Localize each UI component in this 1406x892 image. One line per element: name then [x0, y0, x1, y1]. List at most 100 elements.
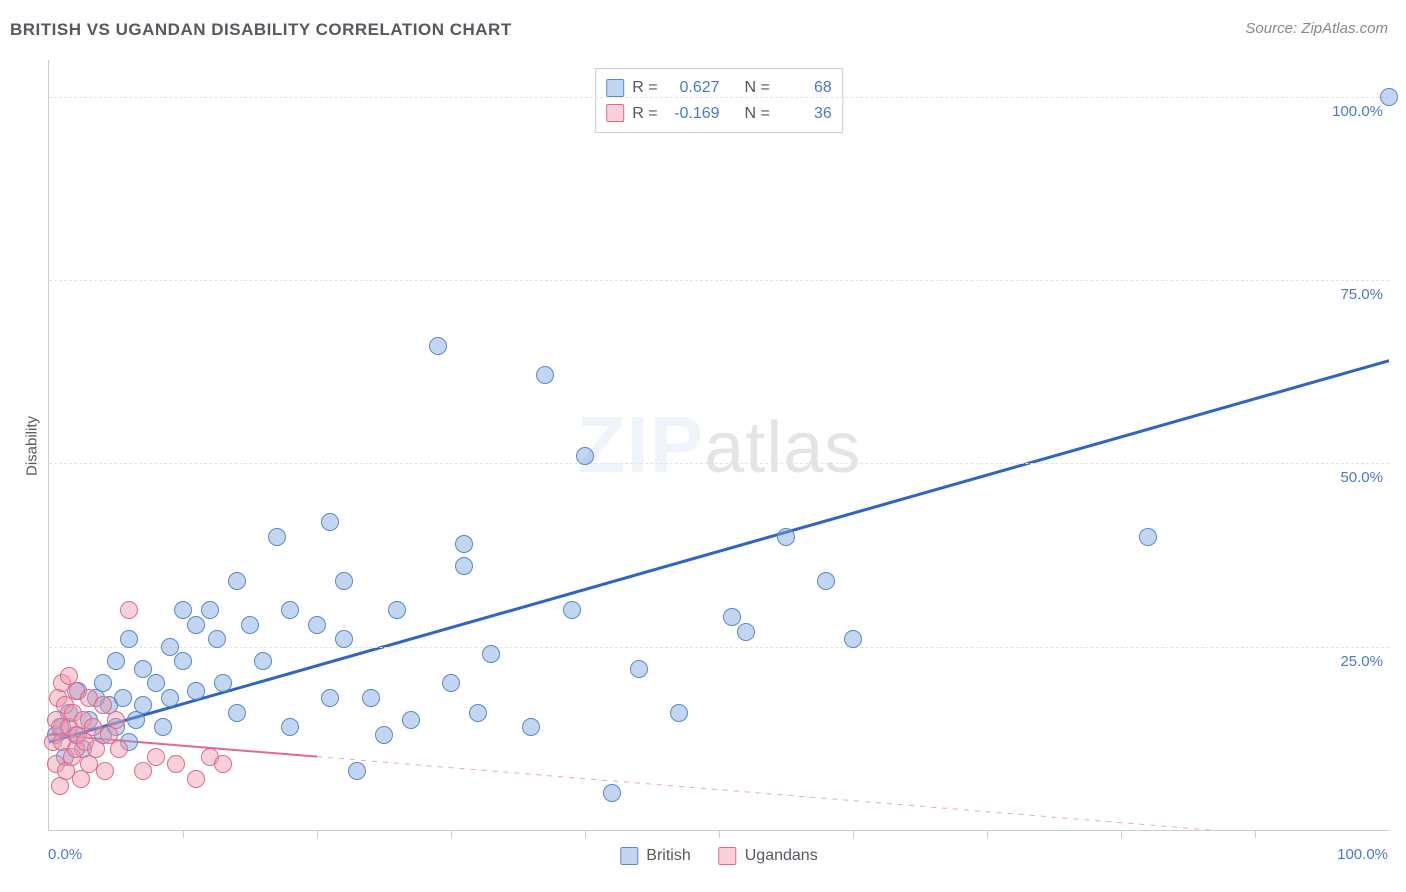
data-point: [174, 652, 192, 670]
n-label: N =: [744, 101, 769, 127]
data-point: [134, 696, 152, 714]
data-point: [201, 601, 219, 619]
data-point: [335, 572, 353, 590]
data-point: [268, 528, 286, 546]
source-link[interactable]: ZipAtlas.com: [1301, 20, 1388, 37]
data-point: [388, 601, 406, 619]
data-point: [107, 652, 125, 670]
chart-title: BRITISH VS UGANDAN DISABILITY CORRELATIO…: [10, 20, 512, 40]
y-tick-label: 75.0%: [1340, 286, 1383, 303]
data-point: [348, 762, 366, 780]
data-point: [214, 674, 232, 692]
data-point: [114, 689, 132, 707]
data-point: [362, 689, 380, 707]
data-point: [120, 601, 138, 619]
data-point: [563, 601, 581, 619]
source-credit: Source: ZipAtlas.com: [1245, 20, 1388, 37]
data-point: [87, 740, 105, 758]
gridline: [49, 463, 1389, 464]
data-point: [536, 366, 554, 384]
y-tick-label: 25.0%: [1340, 653, 1383, 670]
swatch-pink-icon: [719, 847, 737, 865]
stats-row-ugandans: R = -0.169 N = 36: [606, 101, 832, 127]
legend-label: Ugandans: [745, 847, 818, 865]
data-point: [174, 601, 192, 619]
data-point: [187, 682, 205, 700]
data-point: [817, 572, 835, 590]
r-label: R =: [632, 101, 657, 127]
data-point: [154, 718, 172, 736]
data-point: [147, 748, 165, 766]
data-point: [321, 513, 339, 531]
y-axis-label: Disability: [24, 416, 41, 476]
x-axis-max-label: 100.0%: [1337, 846, 1388, 863]
scatter-plot-area: ZIPatlas R = 0.627 N = 68 R = -0.169 N =…: [48, 60, 1389, 831]
x-tick: [451, 830, 452, 838]
data-point: [1139, 528, 1157, 546]
data-point: [167, 755, 185, 773]
data-point: [147, 674, 165, 692]
trend-lines-layer: [49, 60, 1389, 830]
r-value-ugandans: -0.169: [666, 101, 720, 127]
data-point: [469, 704, 487, 722]
data-point: [134, 762, 152, 780]
watermark-rest: atlas: [704, 408, 861, 488]
data-point: [187, 770, 205, 788]
gridline: [49, 97, 1389, 98]
y-tick-label: 50.0%: [1340, 469, 1383, 486]
legend-item-ugandans: Ugandans: [719, 847, 818, 865]
data-point: [94, 674, 112, 692]
data-point: [228, 704, 246, 722]
data-point: [482, 645, 500, 663]
data-point: [134, 660, 152, 678]
legend-label: British: [646, 847, 690, 865]
data-point: [241, 616, 259, 634]
data-point: [630, 660, 648, 678]
data-point: [737, 623, 755, 641]
gridline: [49, 280, 1389, 281]
data-point: [214, 755, 232, 773]
data-point: [96, 762, 114, 780]
swatch-blue-icon: [606, 79, 624, 97]
data-point: [187, 616, 205, 634]
data-point: [1380, 88, 1398, 106]
stats-legend: R = 0.627 N = 68 R = -0.169 N = 36: [595, 68, 843, 133]
data-point: [402, 711, 420, 729]
data-point: [442, 674, 460, 692]
x-tick: [1121, 830, 1122, 838]
swatch-blue-icon: [620, 847, 638, 865]
data-point: [107, 711, 125, 729]
data-point: [281, 601, 299, 619]
watermark: ZIPatlas: [577, 399, 862, 491]
x-tick: [987, 830, 988, 838]
data-point: [308, 616, 326, 634]
data-point: [522, 718, 540, 736]
source-prefix: Source:: [1245, 20, 1301, 37]
data-point: [321, 689, 339, 707]
x-tick: [719, 830, 720, 838]
gridline: [49, 647, 1389, 648]
data-point: [110, 740, 128, 758]
data-point: [429, 337, 447, 355]
data-point: [161, 638, 179, 656]
data-point: [94, 696, 112, 714]
data-point: [455, 557, 473, 575]
data-point: [120, 630, 138, 648]
data-point: [576, 447, 594, 465]
data-point: [455, 535, 473, 553]
x-tick: [853, 830, 854, 838]
data-point: [670, 704, 688, 722]
x-axis-min-label: 0.0%: [48, 846, 82, 863]
data-point: [335, 630, 353, 648]
series-legend: British Ugandans: [620, 847, 817, 865]
data-point: [281, 718, 299, 736]
data-point: [603, 784, 621, 802]
x-tick: [585, 830, 586, 838]
x-tick: [317, 830, 318, 838]
data-point: [208, 630, 226, 648]
legend-item-british: British: [620, 847, 690, 865]
data-point: [254, 652, 272, 670]
data-point: [161, 689, 179, 707]
y-tick-label: 100.0%: [1332, 103, 1383, 120]
watermark-bold: ZIP: [577, 400, 704, 489]
